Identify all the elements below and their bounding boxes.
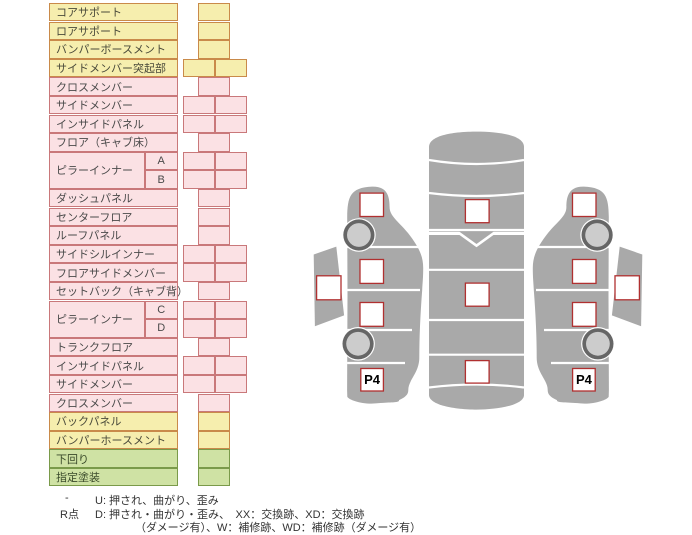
svg-text:P4: P4 <box>576 372 593 387</box>
svg-text:P4: P4 <box>364 372 381 387</box>
